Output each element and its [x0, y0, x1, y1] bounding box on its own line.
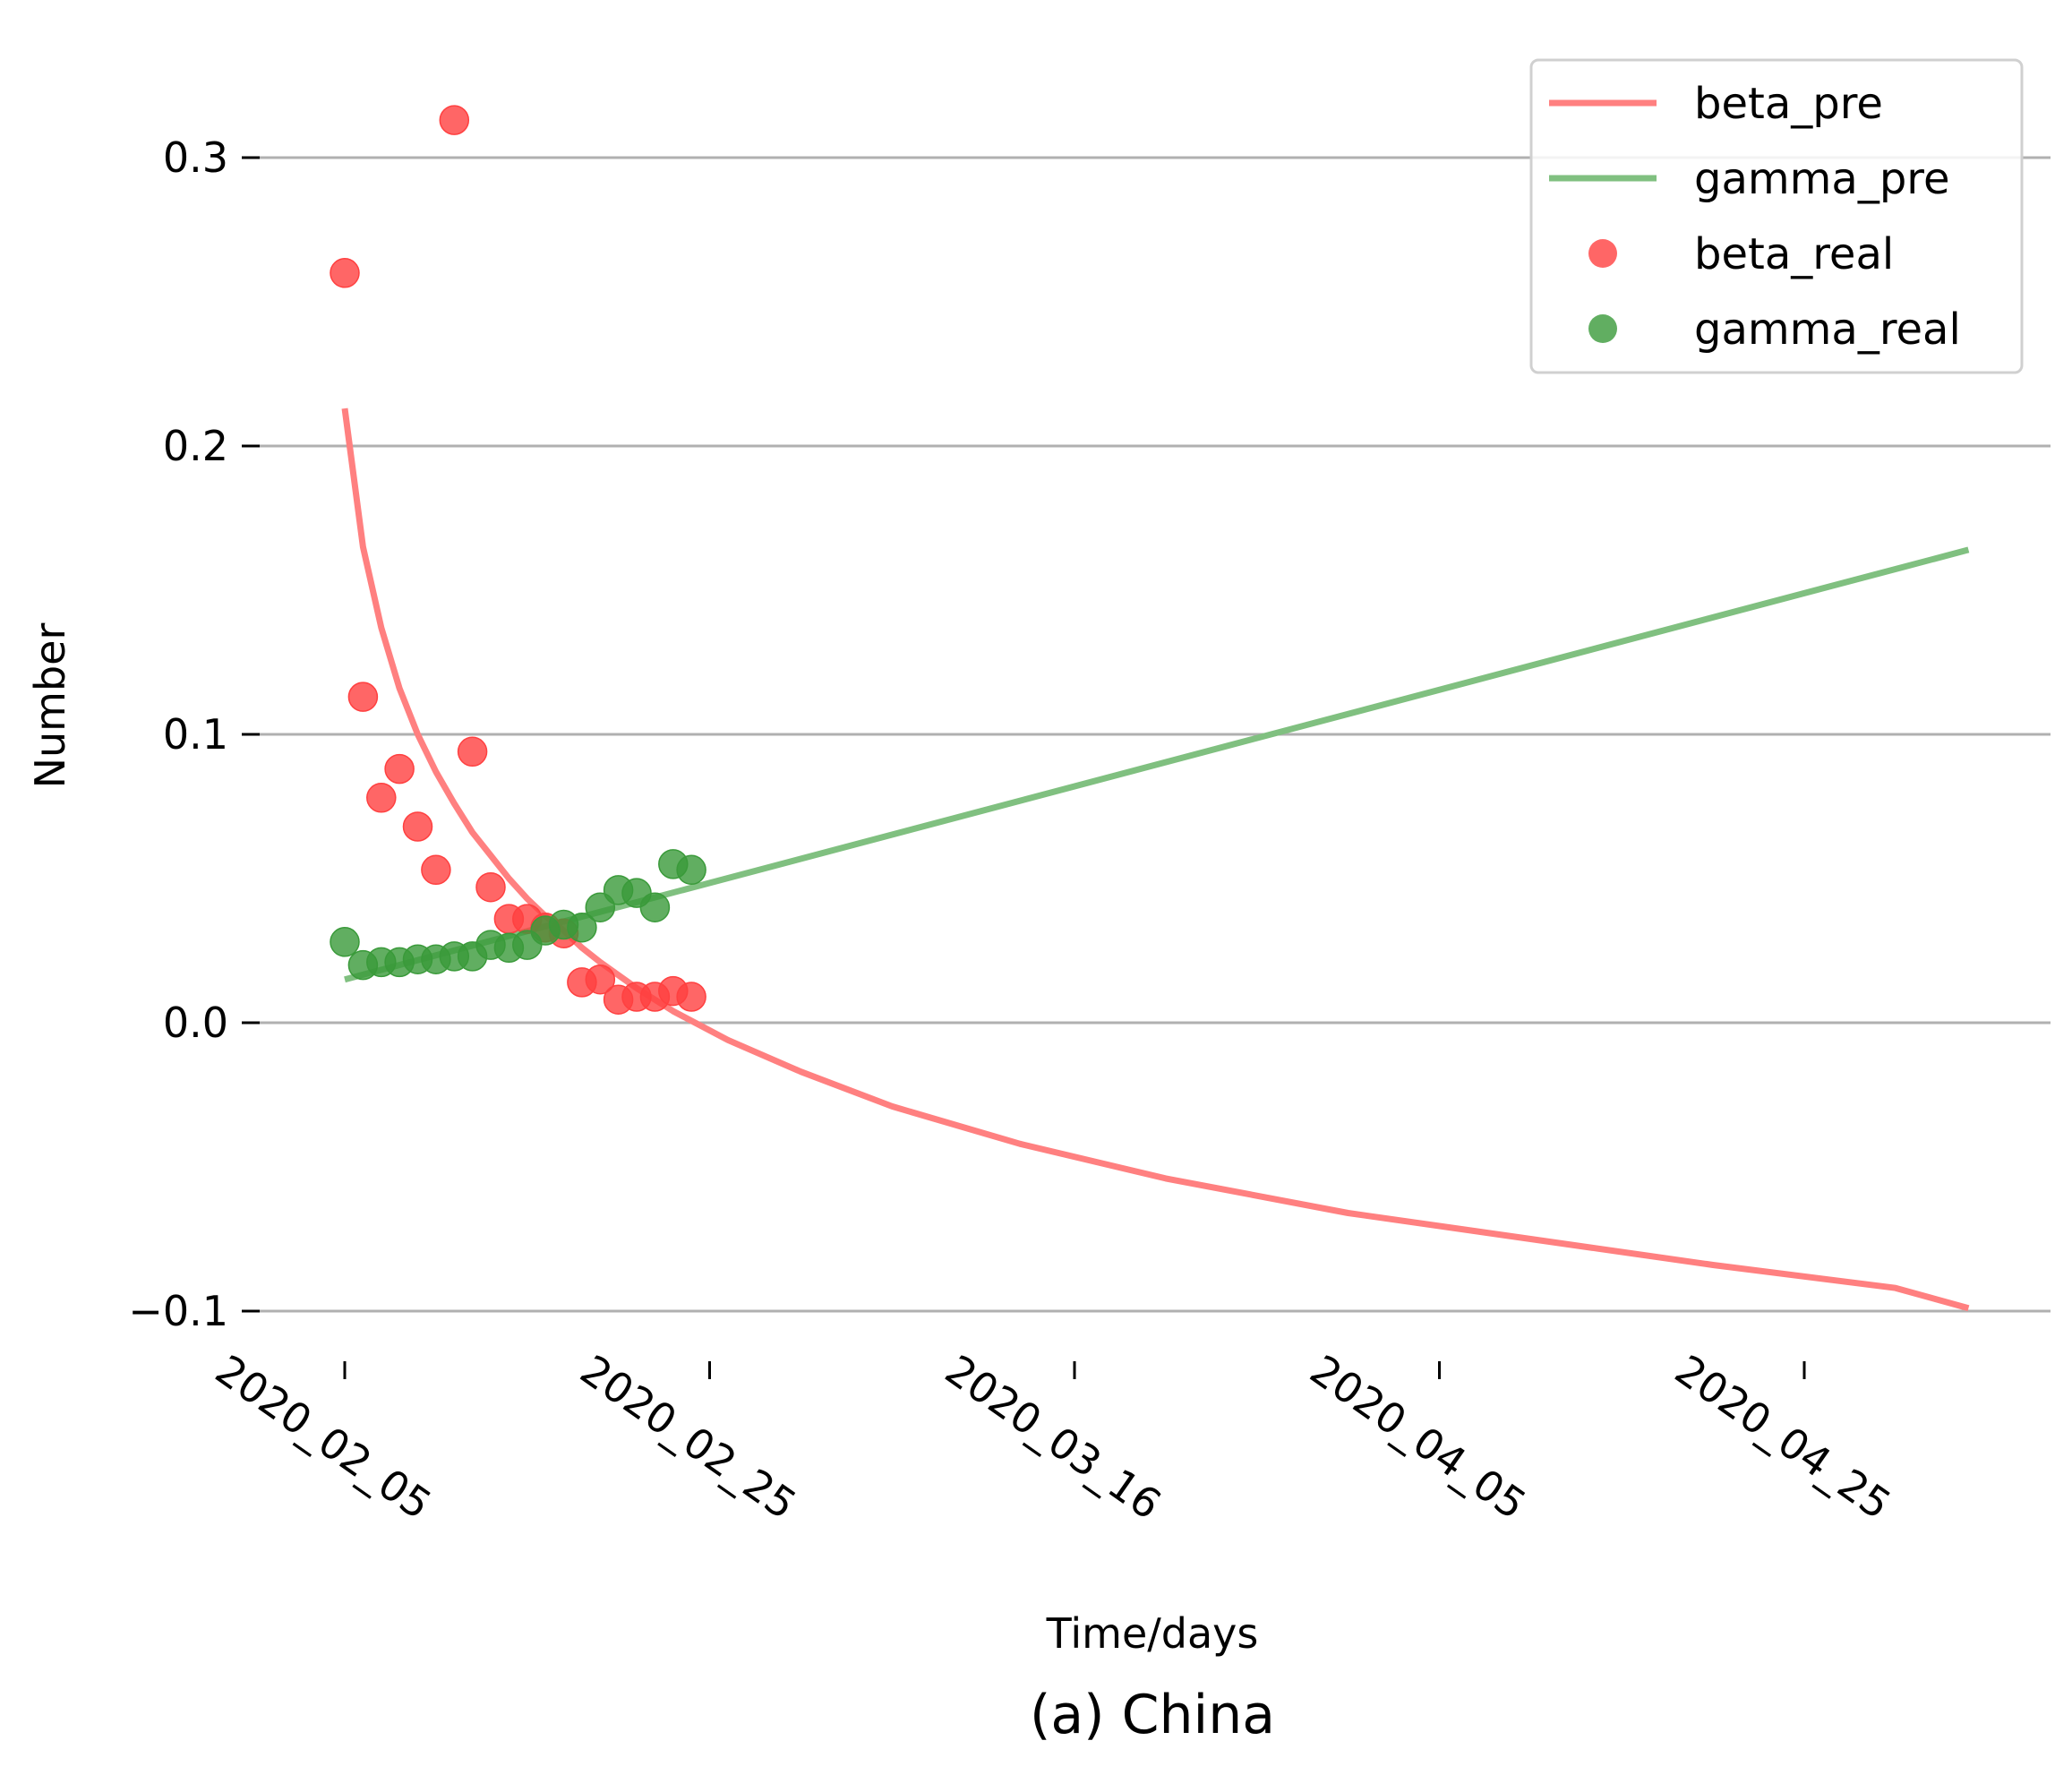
plot-area: [330, 105, 1970, 1312]
x-tick-label: 2020_04_05: [1302, 1345, 1535, 1529]
legend-label-gamma_real: gamma_real: [1694, 304, 1961, 355]
beta_real-point: [330, 258, 360, 288]
chart-caption: (a) China: [1030, 1684, 1275, 1746]
x-tick-label: 2020_03_16: [937, 1345, 1169, 1529]
y-axis-label: Number: [26, 623, 74, 789]
beta_real-legend-swatch: [1588, 239, 1617, 268]
beta_real-point: [384, 753, 415, 785]
y-axis: −0.1 0.0 0.1 0.2 0.3: [128, 133, 260, 1335]
legend-label-gamma_pre: gamma_pre: [1694, 154, 1950, 204]
y-tick-label: −0.1: [128, 1287, 228, 1335]
y-tick-label: 0.1: [163, 710, 228, 759]
gamma_real-point: [567, 912, 597, 943]
x-axis-label: Time/days: [1046, 1609, 1259, 1658]
x-axis: 2020_02_05 2020_02_25 2020_03_16 2020_04_05…: [207, 1345, 1899, 1529]
x-tick-label: 2020_02_05: [207, 1345, 440, 1529]
beta_real-point: [439, 105, 470, 135]
legend-box: [1529, 58, 2024, 374]
legend: beta_pre gamma_pre beta_real gamma_real: [1529, 58, 2024, 374]
beta_real-point: [421, 854, 451, 886]
beta_real-point: [585, 964, 616, 995]
beta_real-point: [475, 871, 506, 903]
gamma_real-point: [330, 927, 360, 957]
legend-label-beta_real: beta_real: [1694, 229, 1894, 279]
beta_real-point: [457, 736, 488, 767]
y-tick-label: 0.3: [163, 133, 228, 182]
legend-label-beta_pre: beta_pre: [1694, 79, 1883, 129]
gamma_real-point: [639, 892, 671, 922]
beta_real-point: [676, 982, 706, 1012]
x-tick-label: 2020_04_25: [1666, 1345, 1899, 1529]
gamma_real-legend-swatch: [1588, 314, 1617, 343]
beta_real-point: [366, 783, 397, 813]
beta_pre-line: [341, 407, 1970, 1312]
y-tick-label: 0.0: [163, 999, 228, 1047]
x-tick-label: 2020_02_25: [572, 1345, 805, 1529]
gridlines: [242, 156, 2051, 1313]
beta_real-point: [347, 682, 379, 712]
gamma_pre-line: [344, 546, 1970, 983]
y-tick-label: 0.2: [163, 422, 228, 470]
gamma_real-point: [676, 854, 706, 886]
beta_real-point: [402, 811, 433, 842]
